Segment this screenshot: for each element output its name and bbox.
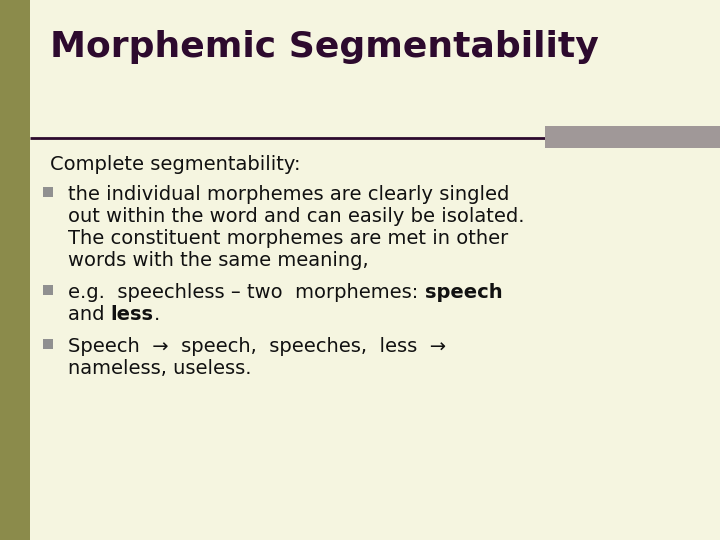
Bar: [43, 187, 53, 197]
Text: e.g.  speechless – two  morphemes:: e.g. speechless – two morphemes:: [68, 283, 425, 302]
Text: less: less: [111, 305, 154, 324]
Text: speech: speech: [425, 283, 502, 302]
Text: nameless, useless.: nameless, useless.: [68, 359, 251, 378]
Text: out within the word and can easily be isolated.: out within the word and can easily be is…: [68, 207, 524, 226]
Bar: [43, 285, 53, 295]
Bar: [545, 126, 720, 148]
Text: the individual morphemes are clearly singled: the individual morphemes are clearly sin…: [68, 185, 509, 204]
Text: Morphemic Segmentability: Morphemic Segmentability: [50, 30, 599, 64]
Text: and: and: [68, 305, 111, 324]
Text: Speech  →  speech,  speeches,  less  →: Speech → speech, speeches, less →: [68, 337, 446, 356]
Text: words with the same meaning,: words with the same meaning,: [68, 251, 369, 270]
Bar: [43, 339, 53, 349]
Text: Complete segmentability:: Complete segmentability:: [50, 155, 300, 174]
Text: .: .: [154, 305, 160, 324]
Bar: [0, 0, 30, 540]
Text: The constituent morphemes are met in other: The constituent morphemes are met in oth…: [68, 229, 508, 248]
